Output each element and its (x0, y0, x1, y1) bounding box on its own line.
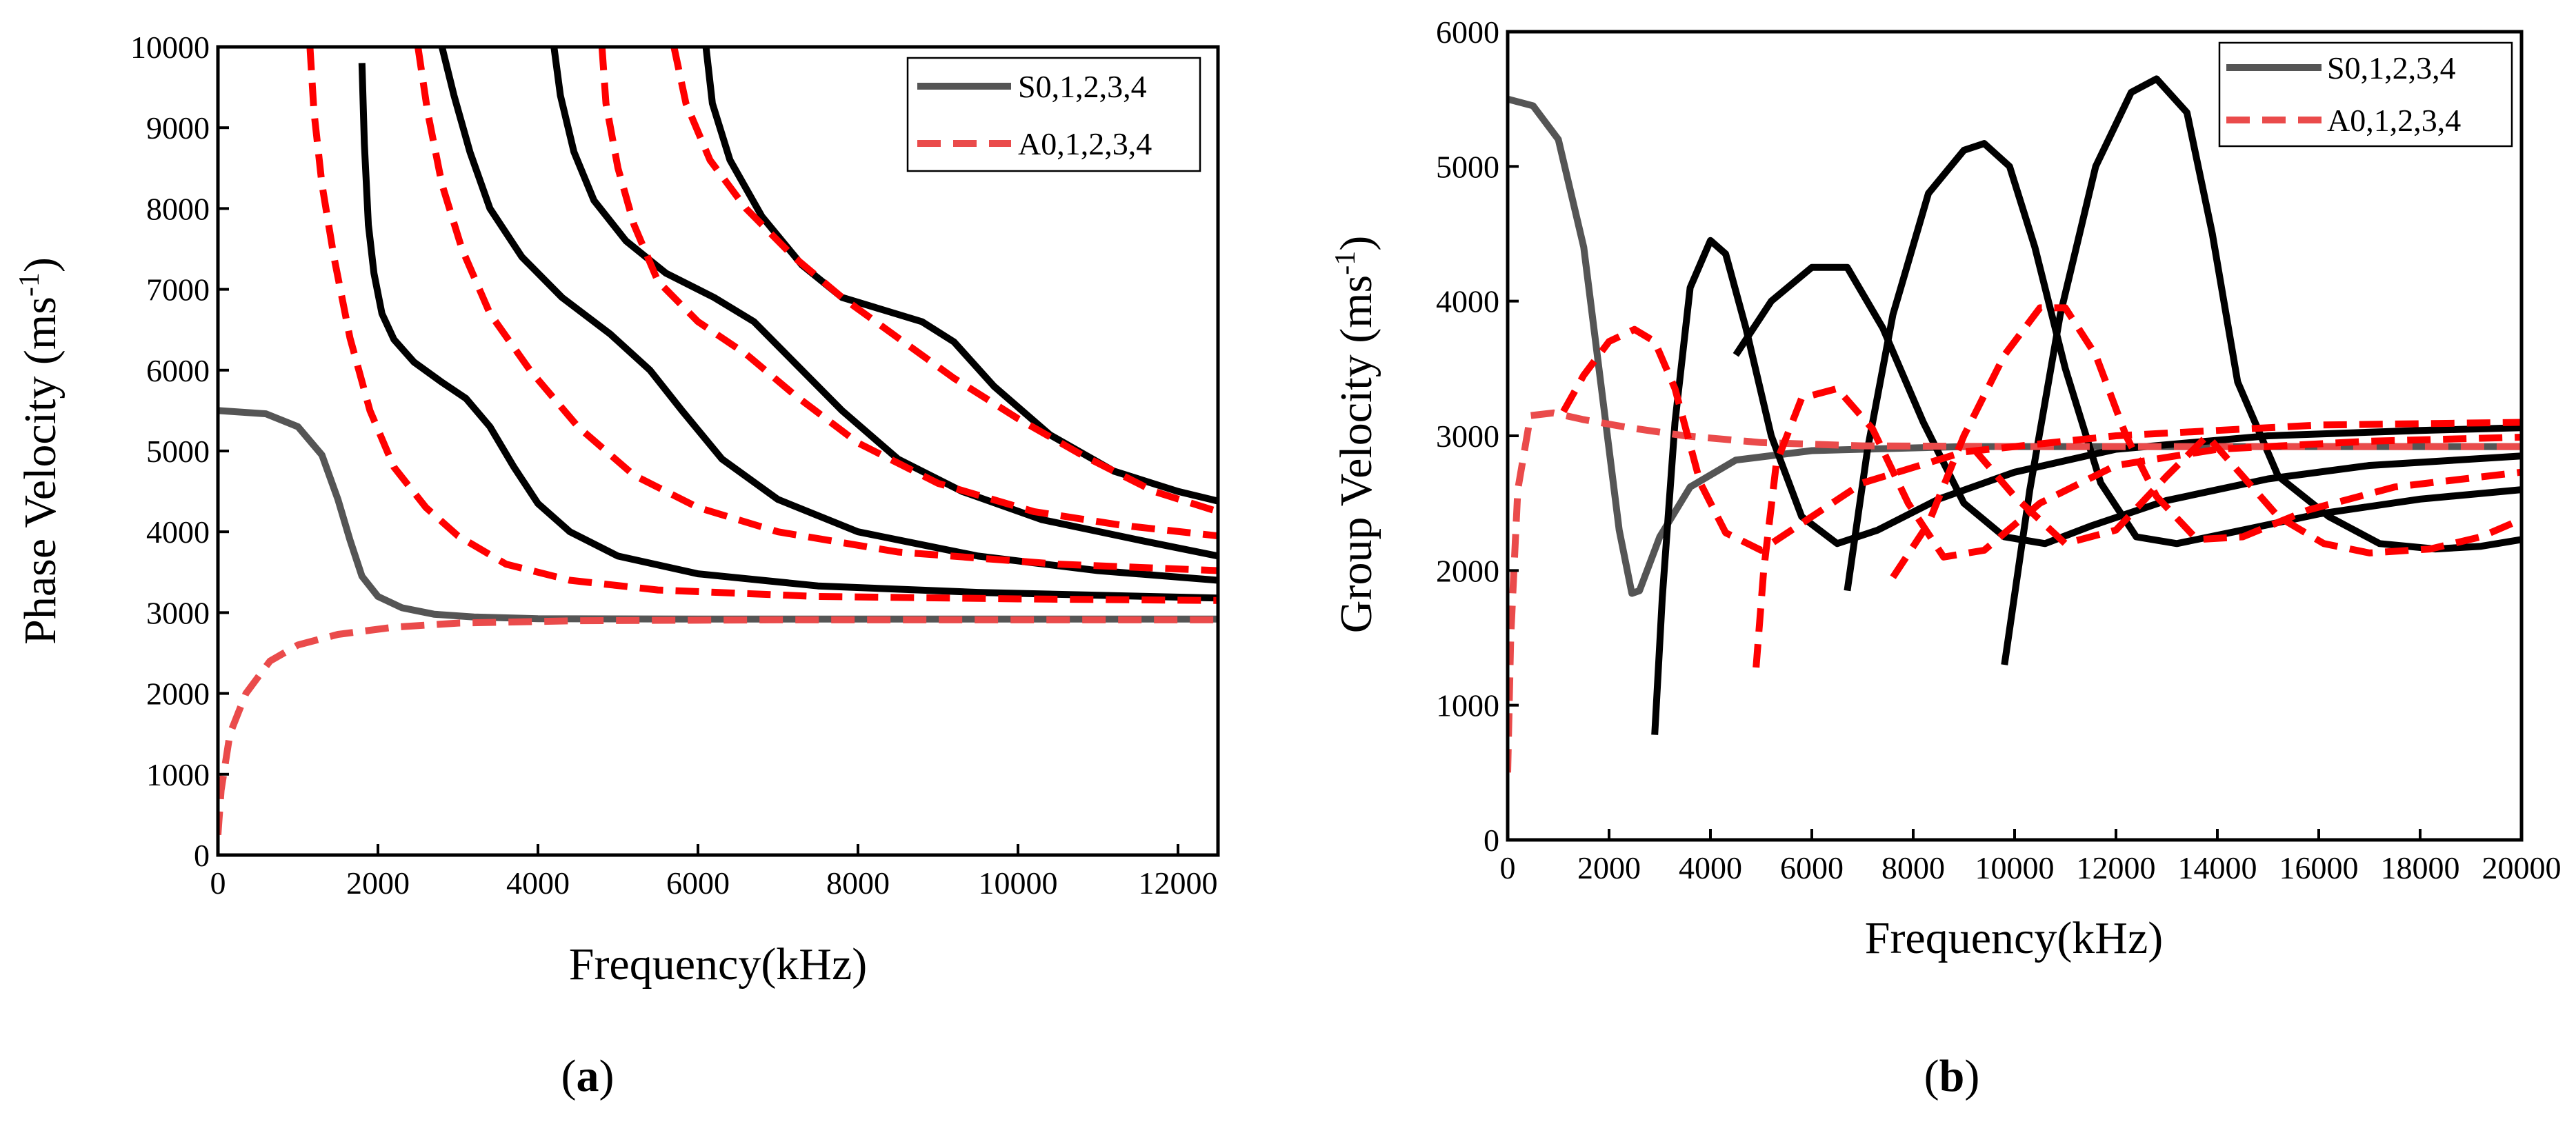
panel-a-plot-series (218, 47, 1218, 836)
panel-b-y-tick-label: 1000 (1436, 688, 1499, 723)
panel-b-y-axis-title: Group Velocity (ms-1) (1330, 236, 1381, 633)
panel-a-series-s0 (218, 407, 1218, 623)
panel-b-y-tick-label: 3000 (1436, 419, 1499, 454)
panel-a-x-tick-label: 12000 (1139, 865, 1218, 901)
panel-a-legend: S0,1,2,3,4 A0,1,2,3,4 (906, 57, 1201, 172)
panel-b-legend: S0,1,2,3,4 A0,1,2,3,4 (2218, 41, 2513, 148)
panel-b-ticks: 0 2000 4000 6000 8000 10000 12000 14000 16000 180… (1436, 14, 2562, 885)
panel-a-series-a2 (415, 47, 1218, 574)
panel-b-y-tick-label: 4000 (1436, 284, 1499, 319)
panel-a-legend-s-label: S0,1,2,3,4 (1018, 69, 1147, 104)
panel-b-legend-s-label: S0,1,2,3,4 (2327, 50, 2456, 86)
panel-a-phase-velocity-chart: 0 2000 4000 6000 8000 10000 12000 0 1000 2000 3000… (14, 30, 1220, 1101)
panel-a-x-tick-label: 4000 (506, 865, 570, 901)
panel-b-y-axis-title-superscript: -1 (1330, 251, 1361, 275)
panel-b-x-tick-label: 20000 (2482, 850, 2562, 885)
panel-a-caption: (a) (561, 1051, 615, 1101)
panel-b-x-tick-label: 10000 (1975, 850, 2055, 885)
panel-b-series-a3 (1890, 304, 2522, 579)
panel-a-series-s3 (550, 47, 1218, 560)
panel-b-series-s4 (2001, 75, 2522, 665)
panel-a-x-axis-title: Frequency(kHz) (569, 939, 867, 990)
panel-a-y-tick-label: 2000 (146, 676, 210, 712)
panel-a-x-tick-label: 0 (210, 865, 226, 901)
panel-a-x-tick-label: 6000 (666, 865, 730, 901)
panel-b-x-tick-label: 4000 (1679, 850, 1742, 885)
panel-a-series-a4 (670, 47, 1218, 515)
panel-b-x-tick-label: 14000 (2178, 850, 2257, 885)
panel-b-y-tick-label: 0 (1484, 823, 1499, 858)
panel-b-x-tick-label: 18000 (2381, 850, 2460, 885)
panel-a-y-axis-title: Phase Velocity (ms-1) (14, 257, 66, 645)
panel-b-y-tick-label: 5000 (1436, 149, 1499, 184)
panel-a-y-tick-label: 8000 (146, 191, 210, 226)
panel-a-y-tick-label: 4000 (146, 514, 210, 550)
panel-a-series-a0 (218, 616, 1218, 836)
panel-b-x-tick-label: 16000 (2279, 850, 2359, 885)
panel-a-x-tick-label: 10000 (979, 865, 1058, 901)
panel-a-y-tick-label: 6000 (146, 353, 210, 388)
panel-b-x-tick-label: 2000 (1577, 850, 1641, 885)
panel-a-y-axis-title-superscript: -1 (14, 272, 46, 297)
panel-b-y-tick-label: 6000 (1436, 14, 1499, 50)
panel-b-caption-open: ( (1924, 1051, 1939, 1101)
panel-b-series-a4 (1971, 432, 2522, 556)
panel-b-y-axis-title-close: ) (1331, 236, 1381, 251)
panel-b-series-a1 (1560, 325, 2522, 554)
panel-b-series-s0 (1508, 95, 2522, 597)
panel-a-legend-box (906, 57, 1201, 172)
panel-b-y-axis-title-main: Group Velocity (ms (1331, 275, 1381, 633)
panel-a-caption-close: ) (599, 1051, 615, 1101)
panel-b-plot-frame (1506, 30, 2524, 842)
panel-b-group-velocity-chart: 0 2000 4000 6000 8000 10000 12000 14000 16000 180… (1330, 14, 2562, 1101)
panel-b-legend-box (2218, 41, 2513, 148)
panel-b-caption-close: ) (1964, 1051, 1979, 1101)
panel-a-y-tick-label: 10000 (130, 30, 210, 65)
panel-a-y-axis-title-main: Phase Velocity (ms (15, 297, 66, 645)
panel-b-caption-letter: b (1939, 1051, 1965, 1101)
panel-b-x-tick-label: 8000 (1881, 850, 1945, 885)
panel-a-y-tick-label: 9000 (146, 110, 210, 145)
panel-b-caption: (b) (1924, 1051, 1980, 1101)
panel-b-series-a0 (1508, 409, 2522, 773)
panel-a-y-axis-title-close: ) (15, 257, 66, 272)
panel-a-y-tick-label: 5000 (146, 434, 210, 469)
panel-a-y-tick-label: 3000 (146, 595, 210, 630)
panel-b-x-tick-label: 6000 (1780, 850, 1844, 885)
panel-b-series-s1 (1651, 237, 2522, 735)
panel-b-plot-series (1508, 75, 2522, 773)
panel-a-y-tick-label: 7000 (146, 272, 210, 308)
panel-a-series-a3 (598, 47, 1218, 540)
panel-a-caption-letter: a (577, 1051, 599, 1101)
panel-a-series-a1 (306, 47, 1218, 604)
panel-a-y-tick-label: 1000 (146, 757, 210, 792)
panel-a-y-tick-label: 0 (194, 838, 210, 873)
panel-b-y-tick-label: 2000 (1436, 553, 1499, 588)
panel-a-caption-open: ( (561, 1051, 577, 1101)
panel-a-series-s2 (438, 47, 1218, 584)
panel-a-series-s1 (358, 63, 1218, 602)
panel-a-x-tick-label: 2000 (346, 865, 410, 901)
panel-a-ticks: 0 2000 4000 6000 8000 10000 12000 0 1000 2000 3000… (130, 30, 1218, 901)
panel-b-legend-a-label: A0,1,2,3,4 (2327, 103, 2461, 138)
panel-a-x-tick-label: 8000 (826, 865, 890, 901)
panel-a-legend-a-label: A0,1,2,3,4 (1018, 126, 1152, 161)
panel-b-x-axis-title: Frequency(kHz) (1865, 913, 2163, 963)
panel-b-x-tick-label: 12000 (2077, 850, 2156, 885)
panel-b-x-tick-label: 0 (1500, 850, 1516, 885)
